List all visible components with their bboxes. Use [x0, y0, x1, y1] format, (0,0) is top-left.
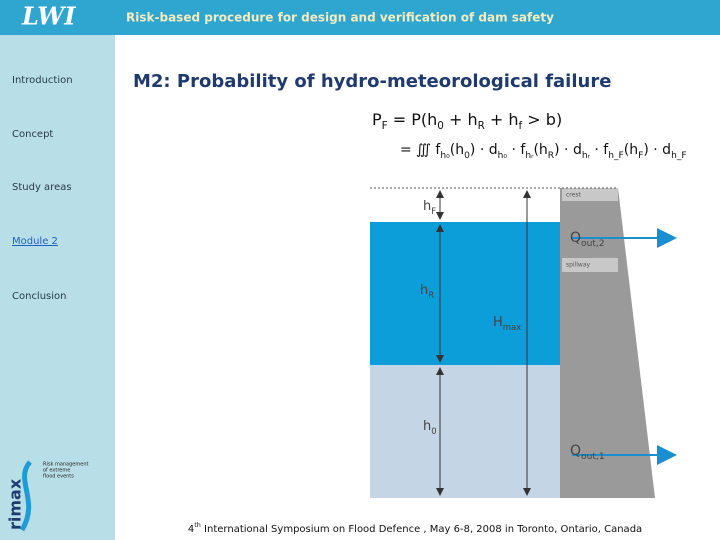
logo: LWI: [21, 2, 76, 31]
header-bar: [0, 0, 720, 35]
subscript: F: [431, 206, 436, 216]
nav-item[interactable]: Concept: [12, 129, 53, 140]
rimax-tagline: Risk management: [43, 462, 88, 468]
sidebar: [0, 0, 115, 540]
text-run: International Symposium on Flood Defence…: [201, 524, 642, 535]
crest-label: crest: [566, 192, 581, 199]
subscript: F: [638, 151, 643, 161]
nav-item[interactable]: Conclusion: [12, 291, 67, 302]
subscript: F: [382, 120, 388, 132]
footer: 4th International Symposium on Flood Def…: [188, 521, 642, 535]
text-run: = P(h: [388, 110, 438, 129]
rimax-wave: [19, 460, 33, 532]
text-run: 4: [188, 524, 194, 535]
subscript: h₀: [498, 151, 508, 161]
rimax-name: rimax: [6, 478, 25, 530]
text-run: (h: [450, 142, 464, 158]
subscript: out,1: [581, 452, 605, 462]
spillway-label: spillway: [566, 262, 591, 269]
subscript: hᵣ: [582, 151, 591, 161]
text-run: + h: [444, 110, 478, 129]
dim-label: hR: [420, 283, 434, 300]
text-run: ) · d: [470, 142, 498, 158]
formula-line: = ∭ fh₀(h0) · dh₀ · fhᵣ(hR) · dhᵣ · fh_F…: [400, 142, 687, 161]
subscript: 0: [464, 151, 470, 161]
subscript: hᵣ: [525, 151, 534, 161]
text-run: h: [420, 283, 428, 298]
text-run: h: [423, 419, 431, 434]
dim-label: Hmax: [493, 315, 521, 332]
subscript: max: [503, 322, 521, 332]
water-lower: [370, 365, 562, 498]
flow-label: Qout,2: [570, 230, 605, 249]
text-run: Q: [570, 443, 581, 459]
subscript: h_F: [671, 151, 687, 161]
text-run: · f: [507, 142, 526, 158]
subscript: R: [428, 290, 434, 300]
text-run: H: [493, 315, 503, 330]
formula-line: PF = P(h0 + hR + hf > b): [372, 110, 562, 133]
superscript: th: [194, 521, 201, 529]
dim-label: hF: [423, 199, 436, 216]
text-run: Q: [570, 230, 581, 246]
subscript: out,2: [581, 239, 605, 249]
spillway-patch: [562, 258, 618, 272]
text-run: P: [372, 110, 382, 129]
water-upper: [370, 222, 562, 365]
nav-item[interactable]: Study areas: [12, 182, 72, 193]
text-run: (h: [624, 142, 638, 158]
text-run: + h: [485, 110, 519, 129]
header-title: Risk-based procedure for design and veri…: [126, 11, 554, 25]
subscript: 0: [437, 120, 444, 132]
subscript: R: [548, 151, 555, 161]
rimax-tagline: of extreme: [43, 468, 70, 474]
dimension-arrows: [436, 190, 531, 496]
text-run: (h: [533, 142, 547, 158]
subscript: R: [478, 120, 485, 132]
dim-label: h0: [423, 419, 437, 436]
text-run: · f: [590, 142, 609, 158]
text-run: > b): [522, 110, 562, 129]
nav: Introduction Concept Study areas Module 2 Co…: [12, 75, 73, 302]
rimax-tagline: flood events: [43, 474, 74, 480]
slide-title: M2: Probability of hydro-meteorological …: [133, 71, 611, 92]
text-run: = ∭ f: [400, 142, 441, 158]
text-run: h: [423, 199, 431, 214]
flow-label: Qout,1: [570, 443, 605, 462]
text-run: ) · d: [554, 142, 582, 158]
subscript: f: [519, 120, 523, 132]
text-run: ) · d: [643, 142, 671, 158]
subscript: 0: [431, 426, 436, 436]
subscript: h_F: [608, 151, 624, 161]
nav-item[interactable]: Module 2: [12, 236, 58, 247]
nav-item[interactable]: Introduction: [12, 75, 73, 86]
crest-patch: [562, 188, 618, 201]
subscript: h₀: [440, 151, 450, 161]
